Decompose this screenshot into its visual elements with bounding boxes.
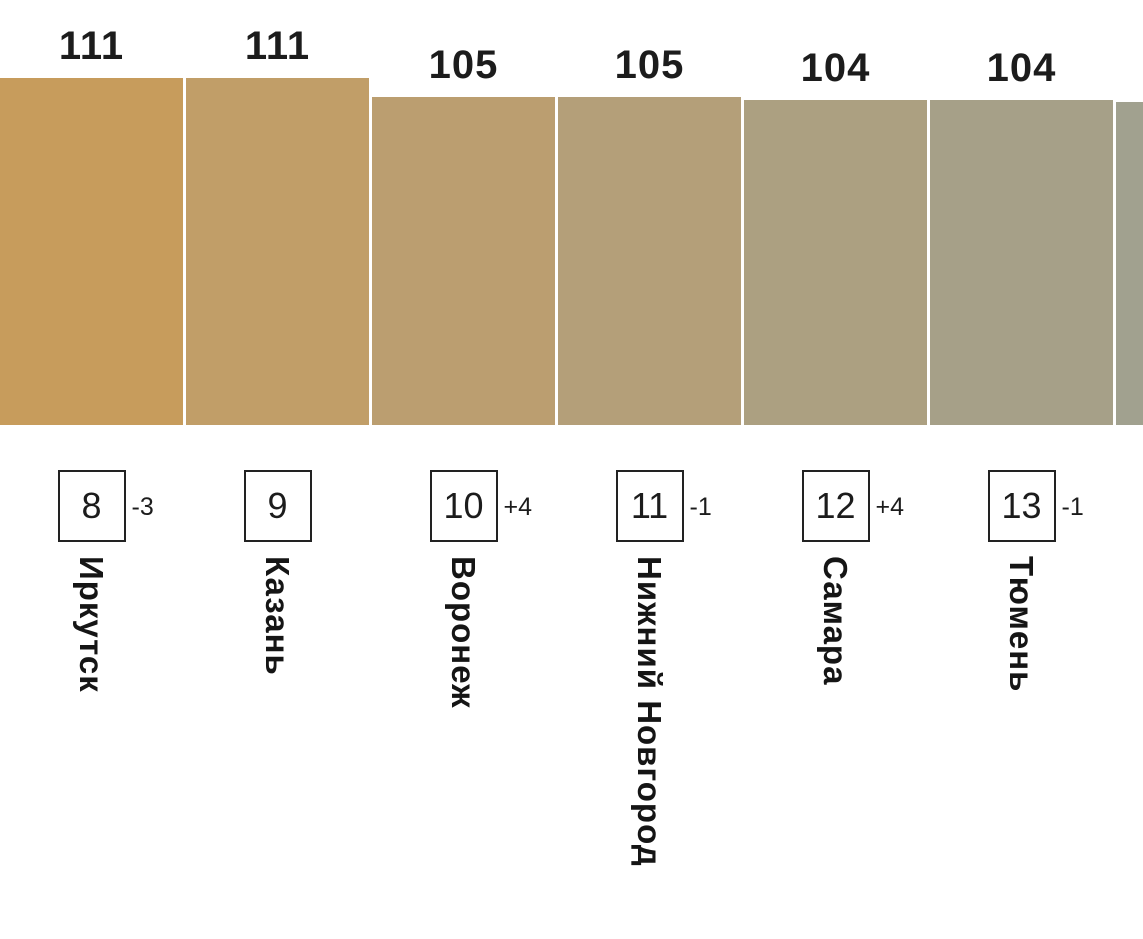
rank-box: 9 (243, 470, 312, 542)
rank-box: 11 (615, 470, 684, 542)
bar-value-label: 111 (58, 24, 125, 68)
city-label: Воронеж (444, 556, 482, 709)
city-label: Тюмень (1002, 556, 1040, 693)
rank-box: 10 (429, 470, 498, 542)
rank-change-label: -1 (689, 493, 712, 521)
city-label: Нижний Новгород (630, 556, 668, 867)
city-label: Иркутск (72, 556, 110, 693)
bar (744, 100, 927, 425)
rank-change-label: -1 (1061, 493, 1084, 521)
rank-change-label: +4 (503, 493, 533, 521)
bar-value-label: 104 (986, 46, 1057, 91)
city-label: Самара (816, 556, 854, 686)
bar-value-label: 105 (614, 43, 685, 88)
rank-change-label: -3 (131, 493, 154, 521)
rank-box: 8 (57, 470, 126, 542)
bar-value-label: 104 (800, 46, 871, 91)
rank-box: 12 (801, 470, 870, 542)
partial-bar-right (1116, 102, 1143, 425)
rank-box: 13 (987, 470, 1056, 542)
bar-value-label: 111 (244, 24, 311, 68)
rank-change-label: +4 (875, 493, 905, 521)
bar (558, 97, 741, 425)
bar (186, 78, 369, 425)
city-label: Казань (258, 556, 296, 676)
bar (930, 100, 1113, 425)
bar (0, 78, 183, 425)
bar-value-label: 105 (428, 43, 499, 88)
bar (372, 97, 555, 425)
